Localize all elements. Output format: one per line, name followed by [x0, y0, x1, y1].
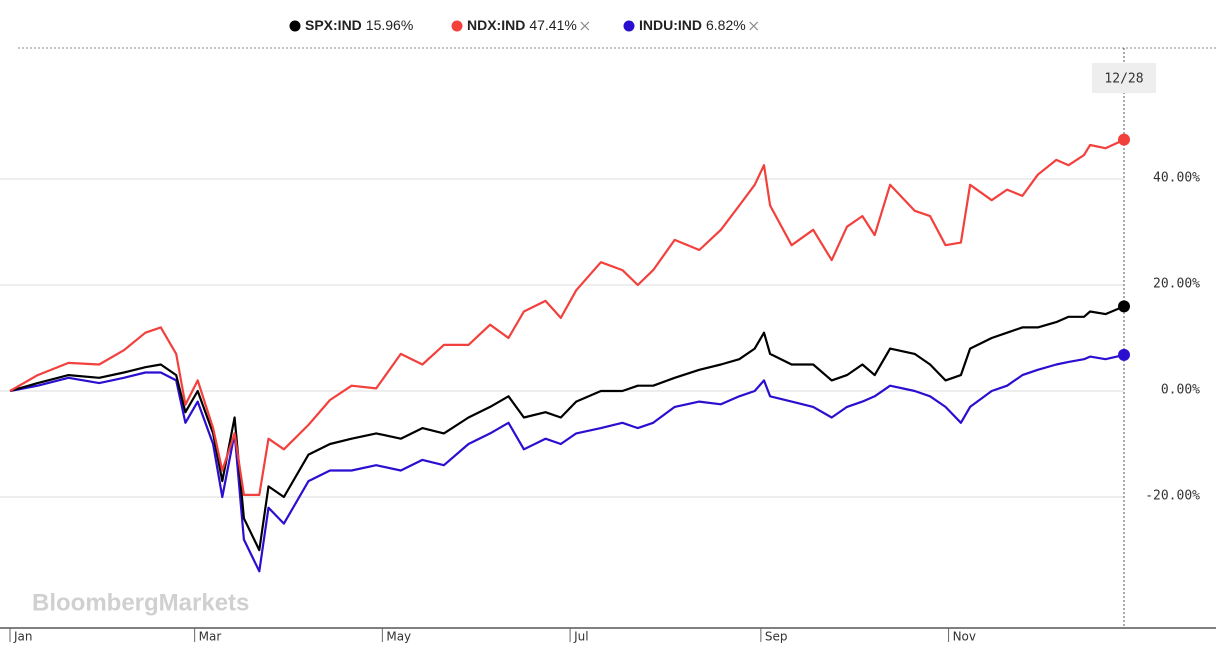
end-marker [1118, 348, 1130, 361]
end-marker [1118, 133, 1130, 146]
legend-text: SPX:IND 15.96% [305, 17, 413, 33]
legend-change: 6.82% [706, 17, 746, 33]
legend-change: 15.96% [366, 17, 413, 33]
series-line [9, 305, 1125, 552]
legend-item[interactable]: NDX:IND 47.41% [467, 17, 577, 33]
x-tick-label: May [386, 630, 411, 644]
x-tick-label: Mar [199, 630, 222, 644]
legend-item[interactable]: SPX:IND 15.96% [305, 17, 413, 33]
x-tick-label: Sep [765, 630, 788, 644]
watermark: BloombergMarkets [32, 589, 249, 616]
legend-remove[interactable] [580, 21, 590, 31]
y-tick-label: 0.00% [1161, 383, 1200, 398]
y-tick-label: 20.00% [1153, 276, 1200, 291]
legend-item[interactable]: INDU:IND 6.82% [639, 17, 746, 33]
x-tick-label: Jan [13, 630, 33, 644]
x-tick-label: Nov [953, 630, 976, 644]
legend-name: NDX:IND [467, 17, 525, 33]
legend-name: SPX:IND [305, 17, 362, 33]
legend-swatch [623, 20, 635, 32]
x-tick-label: Jul [573, 630, 588, 644]
legend-swatch [289, 20, 301, 32]
date-label: 12/28 [1104, 72, 1143, 87]
y-tick-label: -20.00% [1145, 489, 1200, 504]
legend-remove[interactable] [749, 21, 759, 31]
series-line [9, 353, 1125, 573]
series-line [9, 138, 1125, 496]
y-tick-label: 40.00% [1153, 170, 1200, 185]
legend-text: NDX:IND 47.41% [467, 17, 577, 33]
legend-change: 47.41% [529, 17, 576, 33]
legend-text: INDU:IND 6.82% [639, 17, 746, 33]
date-box [1092, 63, 1156, 93]
end-marker [1118, 300, 1130, 313]
legend-name: INDU:IND [639, 17, 702, 33]
legend-swatch [451, 20, 463, 32]
